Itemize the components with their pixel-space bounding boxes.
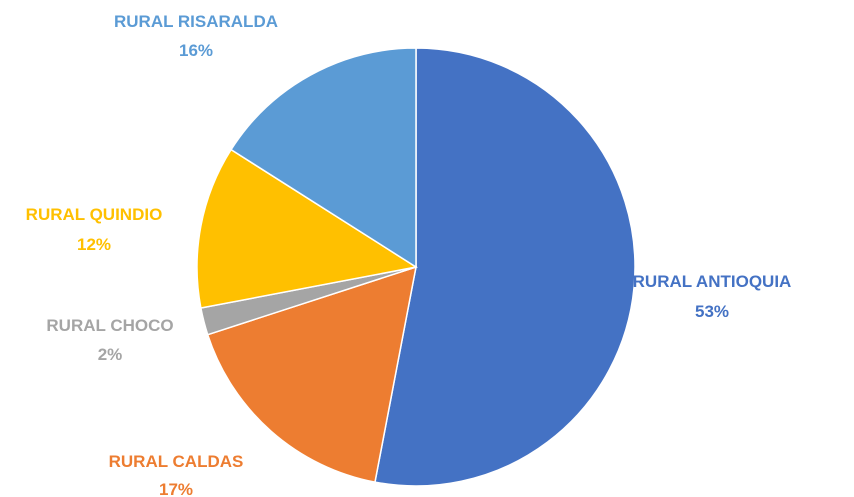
slice-value-label: 12%: [77, 235, 111, 254]
slice-category-label: RURAL RISARALDA: [114, 12, 278, 31]
slice-value-label: 17%: [159, 480, 193, 497]
pie-slice-rural-caldas: [206, 265, 417, 483]
pie-slices: [196, 47, 636, 487]
pie-slice-rural-risaralda: [230, 47, 417, 269]
slice-category-label: RURAL QUINDIO: [26, 205, 163, 224]
slice-category-label: RURAL CALDAS: [109, 452, 244, 471]
slice-category-label: RURAL ANTIOQUIA: [633, 272, 792, 291]
pie-labels: RURAL ANTIOQUIA 53% RURAL CALDAS 17% RURAL C…: [26, 12, 792, 497]
slice-category-label: RURAL CHOCO: [46, 316, 173, 335]
pie-slice-rural-quindio: [196, 148, 419, 309]
slice-value-label: 2%: [98, 345, 123, 364]
slice-value-label: 53%: [695, 302, 729, 321]
pie-slice-rural-antioquia: [374, 47, 636, 487]
slice-value-label: 16%: [179, 41, 213, 60]
